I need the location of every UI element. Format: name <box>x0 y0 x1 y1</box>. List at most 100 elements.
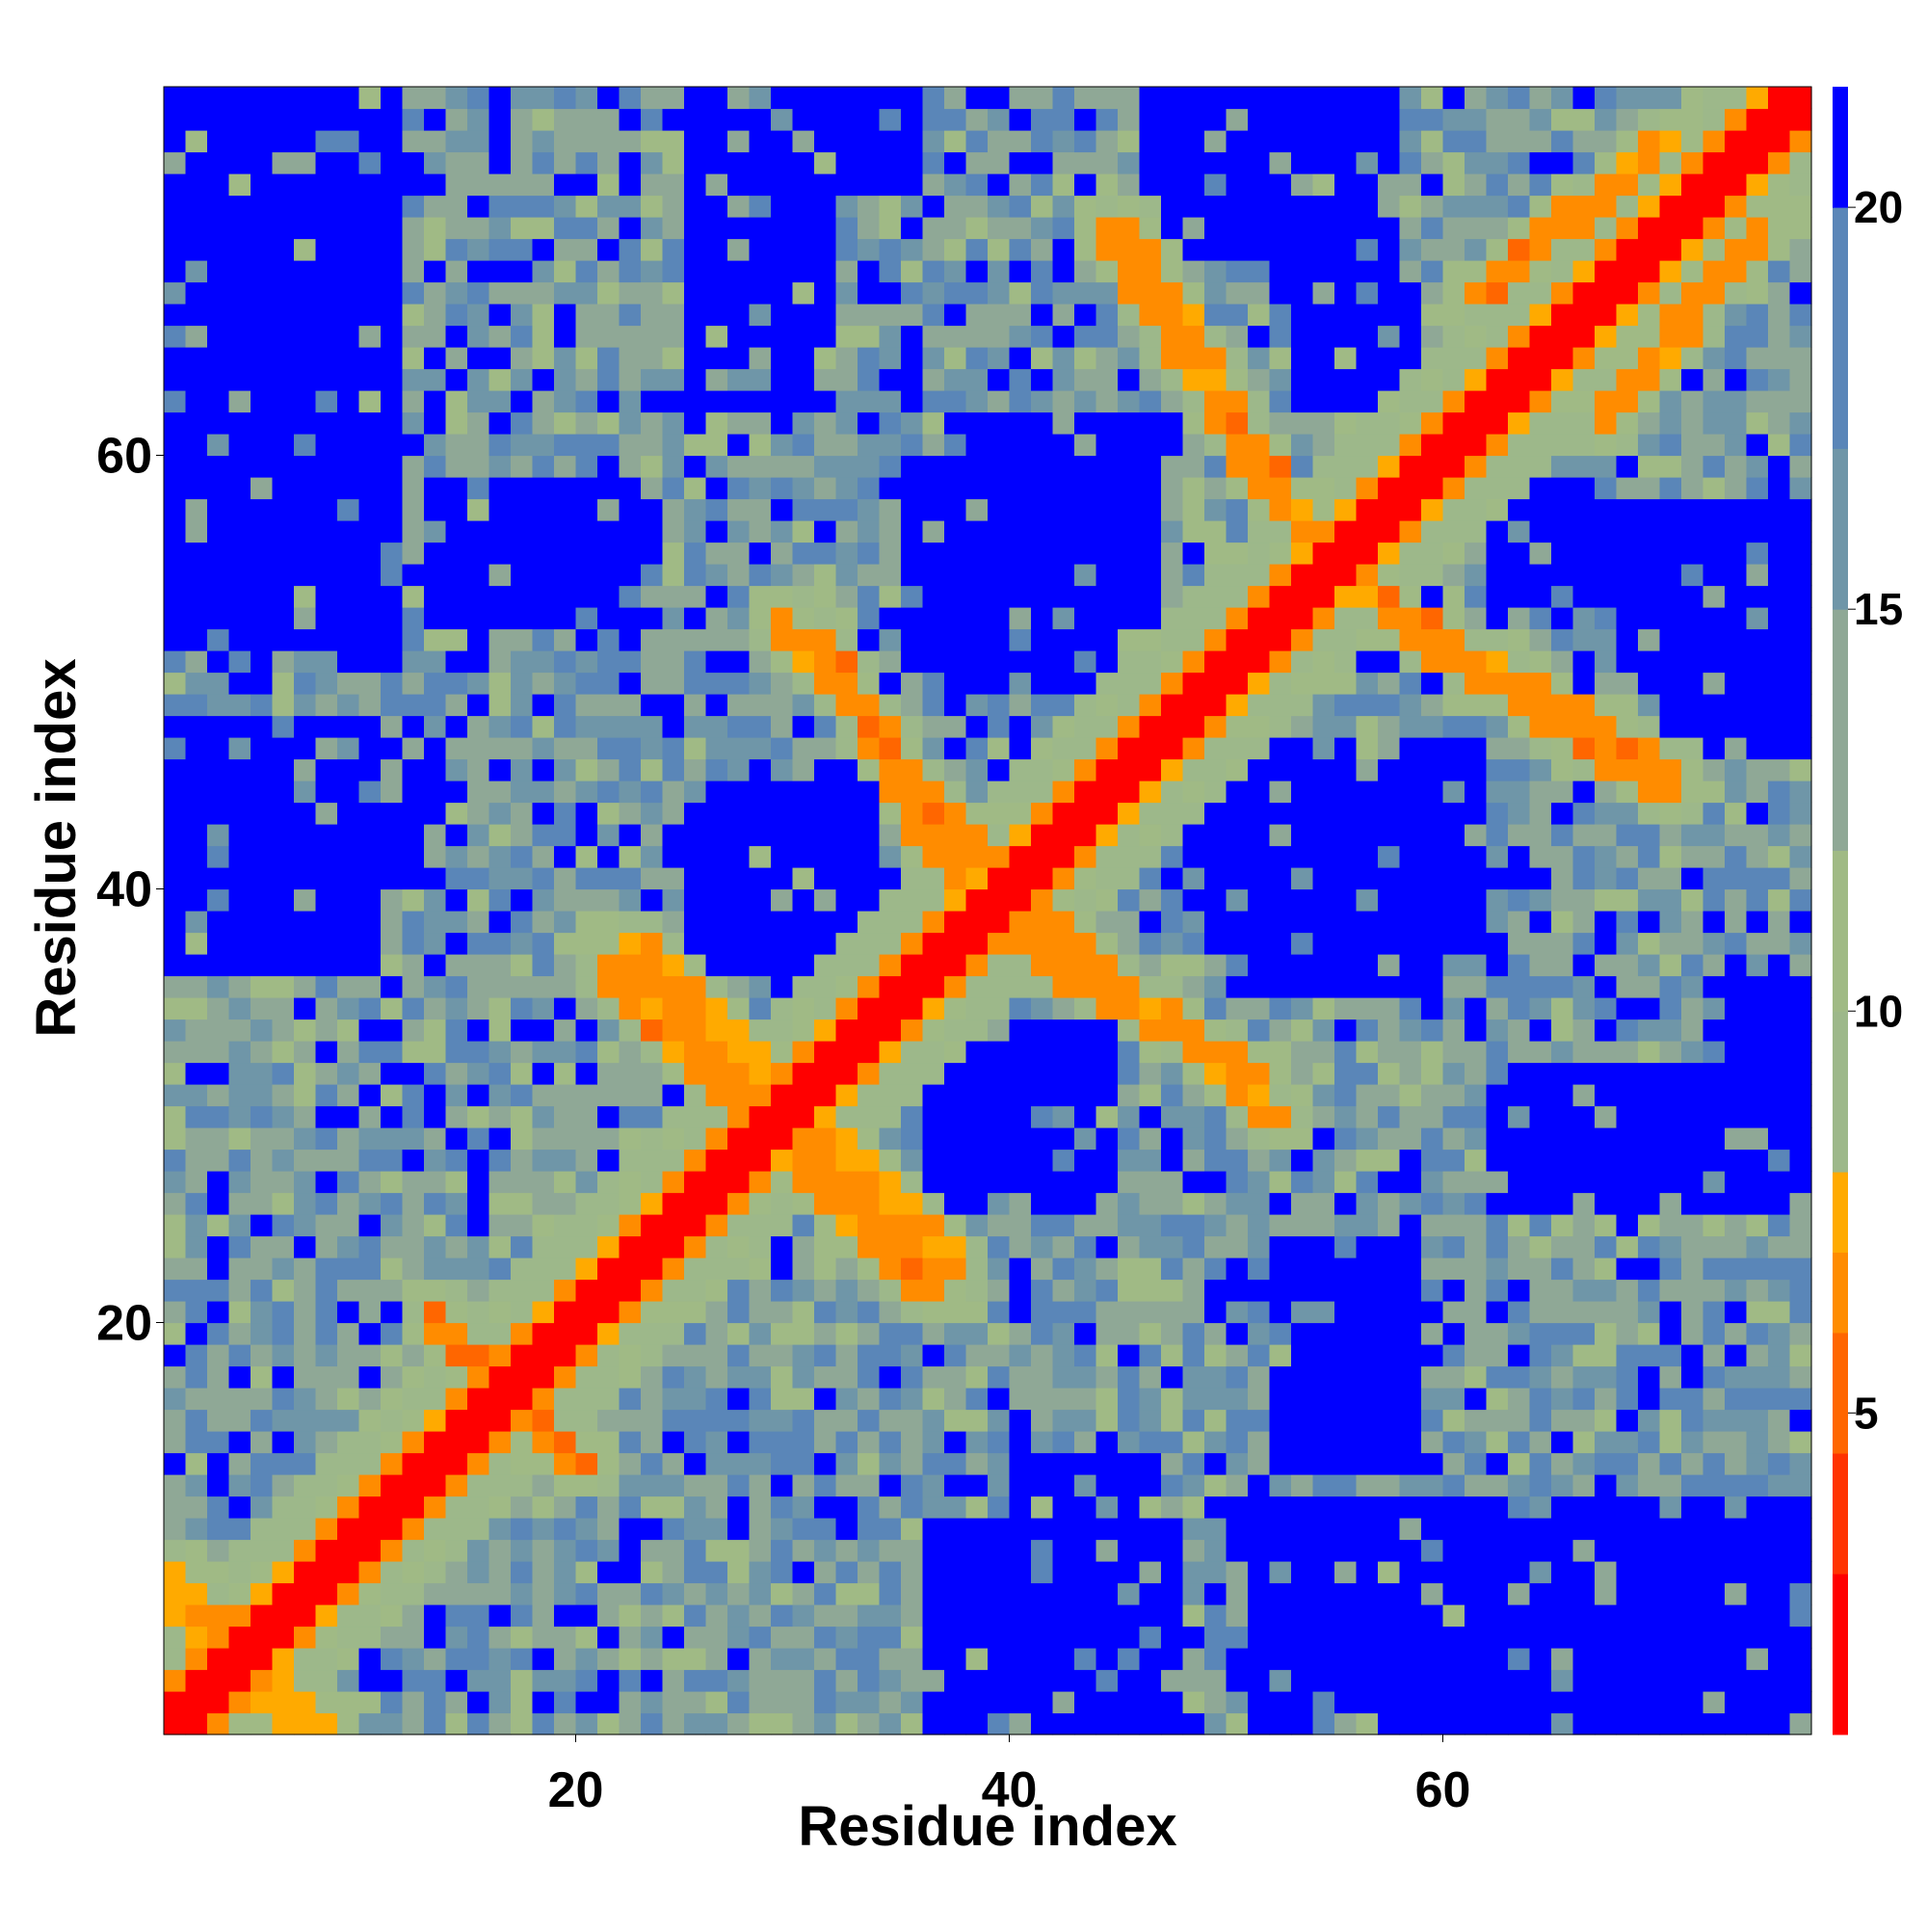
heatmap-cell <box>641 1171 664 1194</box>
heatmap-cell <box>1204 997 1227 1020</box>
heatmap-cell <box>727 1344 751 1367</box>
heatmap-cell <box>965 911 989 934</box>
heatmap-cell <box>619 1452 642 1475</box>
heatmap-cell <box>1291 1495 1314 1519</box>
heatmap-cell <box>445 281 468 304</box>
heatmap-cell <box>1031 1626 1054 1649</box>
heatmap-cell <box>1486 1301 1509 1324</box>
heatmap-cell <box>1334 1365 1358 1389</box>
heatmap-cell <box>727 477 751 500</box>
heatmap-cell <box>164 87 187 110</box>
heatmap-cell <box>1052 1604 1075 1628</box>
heatmap-cell <box>1312 932 1335 955</box>
heatmap-cell <box>944 1691 967 1714</box>
heatmap-cell <box>1421 954 1444 977</box>
heatmap-cell <box>901 1322 924 1345</box>
heatmap-cell <box>445 1365 468 1389</box>
heatmap-cell <box>575 607 598 630</box>
heatmap-cell <box>1486 151 1509 174</box>
heatmap-cell <box>272 1171 295 1194</box>
heatmap-cell <box>228 1127 251 1151</box>
heatmap-cell <box>185 824 208 847</box>
heatmap-cell <box>164 781 187 804</box>
heatmap-cell <box>1074 1019 1097 1042</box>
heatmap-cell <box>1139 1604 1162 1628</box>
heatmap-cell <box>164 1235 187 1258</box>
heatmap-cell <box>641 911 664 934</box>
heatmap-cell <box>684 1301 707 1324</box>
heatmap-cell <box>705 520 728 543</box>
heatmap-cell <box>185 238 208 261</box>
heatmap-cell <box>597 932 620 955</box>
heatmap-cell <box>1572 1214 1596 1237</box>
heatmap-cell <box>532 1648 555 1671</box>
heatmap-cell <box>879 585 902 608</box>
heatmap-cell <box>1465 1648 1488 1671</box>
heatmap-cell <box>381 737 404 760</box>
heatmap-cell <box>294 173 317 197</box>
heatmap-cell <box>1182 238 1205 261</box>
heatmap-cell <box>488 455 512 478</box>
heatmap-cell <box>164 1301 187 1324</box>
heatmap-cell <box>402 434 425 457</box>
heatmap-cell <box>554 1495 577 1519</box>
heatmap-cell <box>1204 108 1227 131</box>
heatmap-cell <box>488 1561 512 1584</box>
heatmap-cell <box>185 1691 208 1714</box>
heatmap-cell <box>1031 628 1054 651</box>
heatmap-cell <box>1161 1214 1184 1237</box>
heatmap-cell <box>944 411 967 435</box>
heatmap-cell <box>1269 260 1292 283</box>
heatmap-cell <box>1334 1518 1358 1541</box>
heatmap-cell <box>358 434 382 457</box>
heatmap-cell <box>337 281 360 304</box>
heatmap-cell <box>922 347 945 370</box>
heatmap-cell <box>619 1235 642 1258</box>
heatmap-cell <box>1572 824 1596 847</box>
heatmap-cell <box>1356 1344 1379 1367</box>
heatmap-cell <box>337 1322 360 1345</box>
heatmap-cell <box>424 1712 447 1735</box>
heatmap-cell <box>1009 325 1032 348</box>
heatmap-cell <box>835 845 858 868</box>
heatmap-cell <box>835 477 858 500</box>
heatmap-cell <box>1442 672 1465 695</box>
heatmap-cell <box>1356 1041 1379 1064</box>
heatmap-cell <box>228 1279 251 1302</box>
heatmap-cell <box>164 434 187 457</box>
heatmap-cell <box>1139 1365 1162 1389</box>
heatmap-cell <box>294 1301 317 1324</box>
heatmap-cell <box>1182 1474 1205 1497</box>
heatmap-cell <box>1529 564 1552 587</box>
heatmap-cell <box>294 694 317 717</box>
heatmap-cell <box>381 1214 404 1237</box>
heatmap-cell <box>1052 1561 1075 1584</box>
heatmap-cell <box>1442 1062 1465 1085</box>
heatmap-cell <box>511 1257 534 1281</box>
heatmap-cell <box>1161 455 1184 478</box>
heatmap-cell <box>705 802 728 825</box>
heatmap-cell <box>488 238 512 261</box>
heatmap-cell <box>1031 585 1054 608</box>
heatmap-cell <box>1118 1214 1141 1237</box>
heatmap-cell <box>1031 108 1054 131</box>
heatmap-cell <box>705 1474 728 1497</box>
heatmap-cell <box>1031 542 1054 565</box>
heatmap-cell <box>511 824 534 847</box>
heatmap-cell <box>684 1171 707 1194</box>
heatmap-cell <box>358 1648 382 1671</box>
heatmap-cell <box>597 1192 620 1215</box>
heatmap-cell <box>922 585 945 608</box>
heatmap-cell <box>619 650 642 674</box>
heatmap-cell <box>1226 715 1249 738</box>
heatmap-cell <box>662 954 685 977</box>
heatmap-cell <box>988 715 1011 738</box>
heatmap-cell <box>1204 1561 1227 1584</box>
heatmap-cell <box>835 1474 858 1497</box>
heatmap-cell <box>424 1474 447 1497</box>
heatmap-cell <box>1508 281 1531 304</box>
heatmap-cell <box>1009 672 1032 695</box>
heatmap-cell <box>1161 151 1184 174</box>
heatmap-cell <box>1118 1062 1141 1085</box>
heatmap-cell <box>1074 1669 1097 1692</box>
